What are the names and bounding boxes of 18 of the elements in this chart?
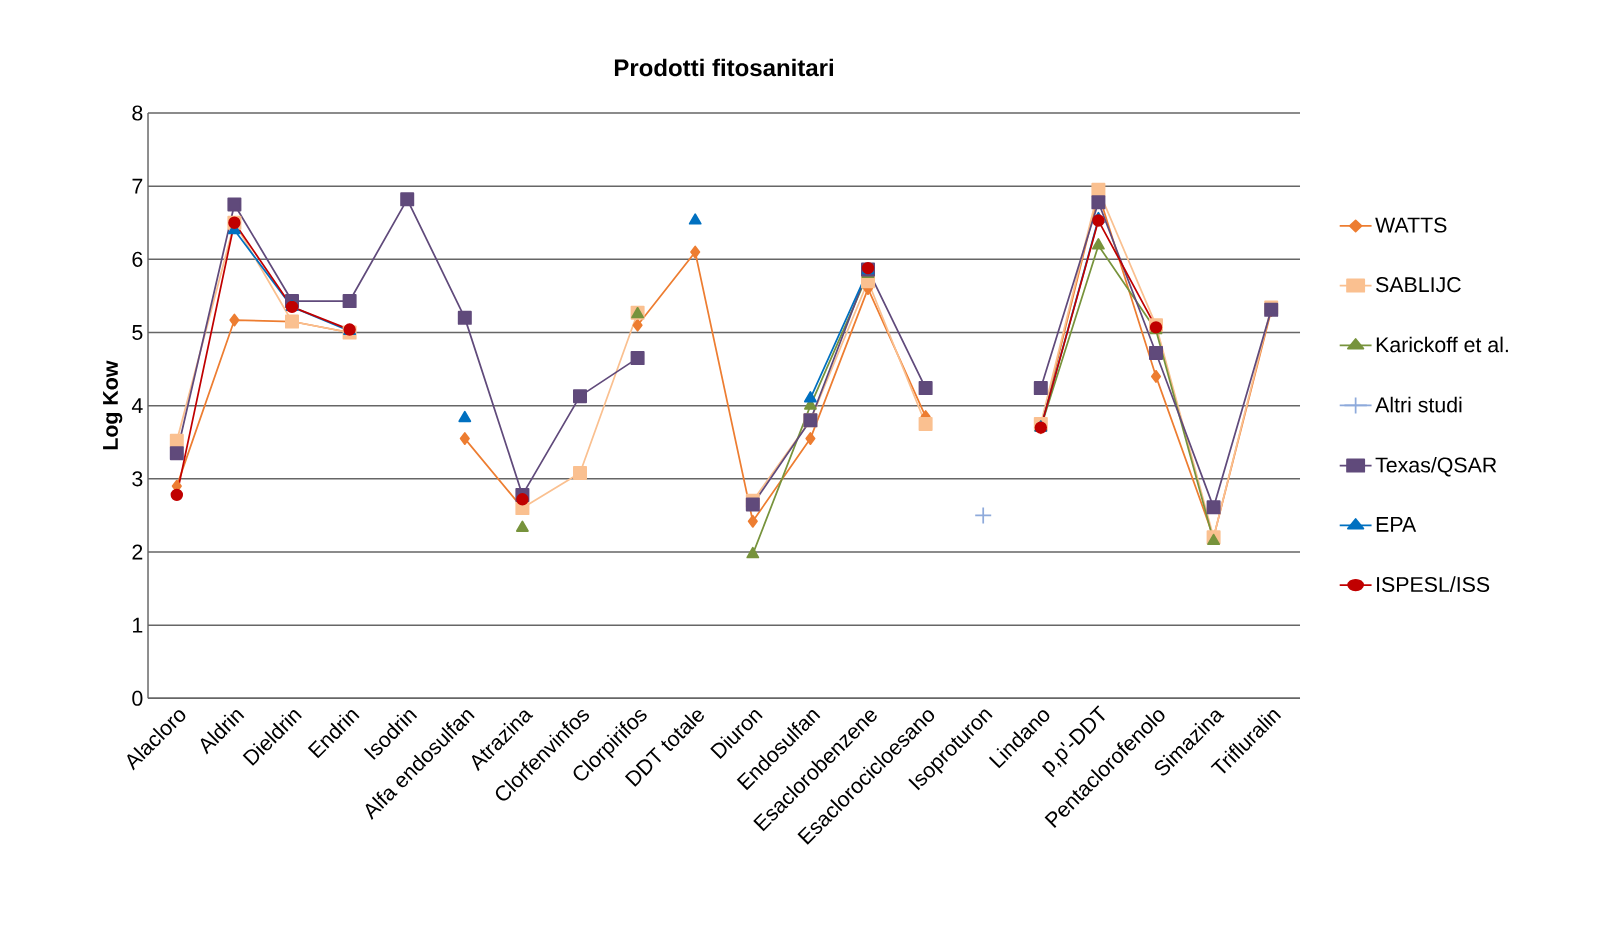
y-tick-label: 4 [131, 398, 143, 413]
legend-label: ISPESL/ISS [1377, 576, 1490, 593]
y-tick-label: 2 [132, 544, 143, 560]
y-tick-label: 1 [133, 617, 143, 633]
y-tick-label: 0 [132, 690, 143, 706]
legend-label: Texas/QSAR [1375, 456, 1497, 477]
y-axis-title: Log Kow [103, 360, 123, 450]
legend-label: WATTS [1375, 217, 1447, 233]
legend-label: Karickoff et al. [1376, 336, 1508, 353]
legend-label: EPA [1376, 517, 1417, 532]
legend-label: Altri studi [1375, 396, 1462, 413]
y-tick-label: 8 [132, 105, 143, 121]
y-tick-label: 7 [132, 178, 143, 194]
y-tick-label: 6 [132, 251, 143, 267]
y-tick-label: 3 [132, 471, 143, 487]
chart-title: Prodotti fitosanitari [614, 58, 833, 77]
y-tick-label: 5 [132, 325, 143, 340]
legend-label: SABLIJC [1376, 277, 1461, 293]
